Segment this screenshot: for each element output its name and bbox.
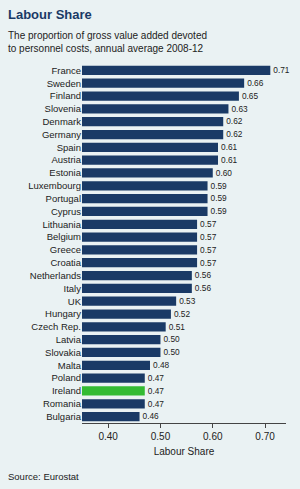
- svg-text:UK: UK: [68, 296, 82, 307]
- svg-text:Spain: Spain: [57, 142, 81, 153]
- svg-text:Croatia: Croatia: [50, 257, 81, 268]
- svg-text:France: France: [51, 65, 81, 76]
- svg-text:Malta: Malta: [58, 360, 82, 371]
- svg-text:0.57: 0.57: [200, 245, 217, 255]
- svg-text:0.65: 0.65: [242, 91, 259, 101]
- svg-text:0.47: 0.47: [148, 373, 165, 383]
- svg-text:Italy: Italy: [64, 283, 82, 294]
- svg-text:0.56: 0.56: [195, 270, 212, 280]
- svg-text:0.59: 0.59: [211, 181, 228, 191]
- svg-text:Greece: Greece: [50, 244, 81, 255]
- svg-text:0.71: 0.71: [273, 65, 290, 75]
- svg-text:Slovakia: Slovakia: [45, 347, 82, 358]
- svg-text:0.60: 0.60: [216, 168, 233, 178]
- svg-text:0.52: 0.52: [174, 309, 191, 319]
- svg-text:Labour Share: Labour Share: [8, 7, 92, 22]
- svg-text:Labour Share: Labour Share: [154, 446, 215, 457]
- svg-text:0.60: 0.60: [203, 431, 223, 442]
- svg-text:Bulgaria: Bulgaria: [46, 411, 82, 422]
- svg-text:0.61: 0.61: [221, 142, 238, 152]
- svg-text:0.47: 0.47: [148, 399, 165, 409]
- svg-text:0.46: 0.46: [143, 411, 160, 421]
- svg-text:Luxembourg: Luxembourg: [28, 180, 81, 191]
- svg-text:Romania: Romania: [43, 398, 82, 409]
- svg-text:Latvia: Latvia: [56, 334, 82, 345]
- svg-text:0.57: 0.57: [200, 232, 217, 242]
- svg-text:The proportion of gross value: The proportion of gross value added devo…: [8, 30, 207, 54]
- svg-text:0.47: 0.47: [148, 386, 165, 396]
- svg-text:Hungary: Hungary: [45, 308, 81, 319]
- svg-text:0.53: 0.53: [179, 296, 196, 306]
- svg-text:0.50: 0.50: [151, 431, 171, 442]
- svg-text:Source: Eurostat: Source: Eurostat: [8, 471, 79, 482]
- svg-text:0.70: 0.70: [255, 431, 275, 442]
- svg-text:0.59: 0.59: [211, 206, 228, 216]
- svg-text:0.40: 0.40: [98, 431, 118, 442]
- svg-text:0.57: 0.57: [200, 258, 217, 268]
- svg-text:Belgium: Belgium: [47, 231, 81, 242]
- svg-text:0.48: 0.48: [153, 360, 170, 370]
- svg-text:Germany: Germany: [42, 129, 81, 140]
- svg-text:Sweden: Sweden: [47, 78, 81, 89]
- svg-text:Netherlands: Netherlands: [30, 270, 81, 281]
- svg-text:0.62: 0.62: [226, 129, 243, 139]
- svg-text:0.62: 0.62: [226, 116, 243, 126]
- svg-text:Lithuania: Lithuania: [42, 219, 81, 230]
- svg-text:0.57: 0.57: [200, 219, 217, 229]
- svg-text:0.51: 0.51: [169, 322, 186, 332]
- svg-text:Denmark: Denmark: [42, 116, 81, 127]
- svg-text:Czech Rep.: Czech Rep.: [31, 321, 81, 332]
- svg-text:0.59: 0.59: [211, 193, 228, 203]
- svg-text:Estonia: Estonia: [49, 167, 81, 178]
- svg-text:0.66: 0.66: [247, 78, 264, 88]
- svg-text:Austria: Austria: [51, 154, 81, 165]
- svg-text:0.61: 0.61: [221, 155, 238, 165]
- svg-text:Poland: Poland: [51, 372, 81, 383]
- svg-text:Cyprus: Cyprus: [51, 206, 81, 217]
- svg-text:0.56: 0.56: [195, 283, 212, 293]
- svg-text:0.63: 0.63: [231, 104, 248, 114]
- svg-text:Ireland: Ireland: [52, 385, 81, 396]
- svg-text:0.50: 0.50: [163, 334, 180, 344]
- svg-text:0.50: 0.50: [163, 347, 180, 357]
- svg-text:Finland: Finland: [50, 90, 81, 101]
- svg-text:Slovenia: Slovenia: [45, 103, 82, 114]
- svg-text:Portugal: Portugal: [46, 193, 81, 204]
